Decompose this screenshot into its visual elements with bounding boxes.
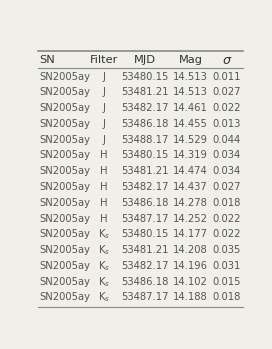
Text: SN2005ay: SN2005ay xyxy=(39,229,90,239)
Text: 0.027: 0.027 xyxy=(212,182,241,192)
Text: 53480.15: 53480.15 xyxy=(121,229,169,239)
Text: 53486.18: 53486.18 xyxy=(121,198,169,208)
Text: SN2005ay: SN2005ay xyxy=(39,87,90,97)
Text: SN2005ay: SN2005ay xyxy=(39,135,90,145)
Text: K$_s$: K$_s$ xyxy=(98,243,110,257)
Text: 0.031: 0.031 xyxy=(213,261,241,271)
Text: SN2005ay: SN2005ay xyxy=(39,72,90,82)
Text: 14.319: 14.319 xyxy=(173,150,208,161)
Text: K$_s$: K$_s$ xyxy=(98,275,110,289)
Text: H: H xyxy=(100,166,108,176)
Text: MJD: MJD xyxy=(134,55,156,66)
Text: SN2005ay: SN2005ay xyxy=(39,292,90,303)
Text: SN2005ay: SN2005ay xyxy=(39,261,90,271)
Text: SN2005ay: SN2005ay xyxy=(39,245,90,255)
Text: H: H xyxy=(100,150,108,161)
Text: H: H xyxy=(100,214,108,224)
Text: 14.513: 14.513 xyxy=(173,72,208,82)
Text: 0.015: 0.015 xyxy=(212,277,241,287)
Text: 53480.15: 53480.15 xyxy=(121,150,169,161)
Text: 14.177: 14.177 xyxy=(173,229,208,239)
Text: 53487.17: 53487.17 xyxy=(121,292,169,303)
Text: J: J xyxy=(103,119,106,129)
Text: SN2005ay: SN2005ay xyxy=(39,166,90,176)
Text: J: J xyxy=(103,135,106,145)
Text: 0.011: 0.011 xyxy=(212,72,241,82)
Text: 53482.17: 53482.17 xyxy=(121,261,169,271)
Text: 53481.21: 53481.21 xyxy=(121,166,169,176)
Text: 14.196: 14.196 xyxy=(173,261,208,271)
Text: $\sigma$: $\sigma$ xyxy=(222,54,232,67)
Text: 0.018: 0.018 xyxy=(213,292,241,303)
Text: SN2005ay: SN2005ay xyxy=(39,103,90,113)
Text: 14.437: 14.437 xyxy=(173,182,208,192)
Text: SN2005ay: SN2005ay xyxy=(39,150,90,161)
Text: 14.188: 14.188 xyxy=(173,292,208,303)
Text: SN2005ay: SN2005ay xyxy=(39,198,90,208)
Text: H: H xyxy=(100,198,108,208)
Text: 14.461: 14.461 xyxy=(173,103,208,113)
Text: 53480.15: 53480.15 xyxy=(121,72,169,82)
Text: 14.474: 14.474 xyxy=(173,166,208,176)
Text: 0.044: 0.044 xyxy=(213,135,241,145)
Text: 14.252: 14.252 xyxy=(173,214,208,224)
Text: 0.034: 0.034 xyxy=(213,150,241,161)
Text: 0.022: 0.022 xyxy=(212,229,241,239)
Text: 14.208: 14.208 xyxy=(173,245,208,255)
Text: 0.027: 0.027 xyxy=(212,87,241,97)
Text: 0.013: 0.013 xyxy=(213,119,241,129)
Text: 14.529: 14.529 xyxy=(173,135,208,145)
Text: 14.513: 14.513 xyxy=(173,87,208,97)
Text: 53481.21: 53481.21 xyxy=(121,245,169,255)
Text: K$_s$: K$_s$ xyxy=(98,290,110,304)
Text: 0.022: 0.022 xyxy=(212,103,241,113)
Text: J: J xyxy=(103,87,106,97)
Text: SN2005ay: SN2005ay xyxy=(39,277,90,287)
Text: 53488.17: 53488.17 xyxy=(121,135,169,145)
Text: SN2005ay: SN2005ay xyxy=(39,119,90,129)
Text: 53482.17: 53482.17 xyxy=(121,103,169,113)
Text: 53482.17: 53482.17 xyxy=(121,182,169,192)
Text: 0.018: 0.018 xyxy=(213,198,241,208)
Text: 53487.17: 53487.17 xyxy=(121,214,169,224)
Text: J: J xyxy=(103,103,106,113)
Text: K$_s$: K$_s$ xyxy=(98,228,110,241)
Text: 53486.18: 53486.18 xyxy=(121,277,169,287)
Text: SN2005ay: SN2005ay xyxy=(39,214,90,224)
Text: 14.278: 14.278 xyxy=(173,198,208,208)
Text: 53486.18: 53486.18 xyxy=(121,119,169,129)
Text: Filter: Filter xyxy=(90,55,118,66)
Text: 53481.21: 53481.21 xyxy=(121,87,169,97)
Text: H: H xyxy=(100,182,108,192)
Text: 0.022: 0.022 xyxy=(212,214,241,224)
Text: SN: SN xyxy=(39,55,55,66)
Text: K$_s$: K$_s$ xyxy=(98,259,110,273)
Text: Mag: Mag xyxy=(178,55,202,66)
Text: J: J xyxy=(103,72,106,82)
Text: 0.035: 0.035 xyxy=(213,245,241,255)
Text: 0.034: 0.034 xyxy=(213,166,241,176)
Text: 14.102: 14.102 xyxy=(173,277,208,287)
Text: SN2005ay: SN2005ay xyxy=(39,182,90,192)
Text: 14.455: 14.455 xyxy=(173,119,208,129)
